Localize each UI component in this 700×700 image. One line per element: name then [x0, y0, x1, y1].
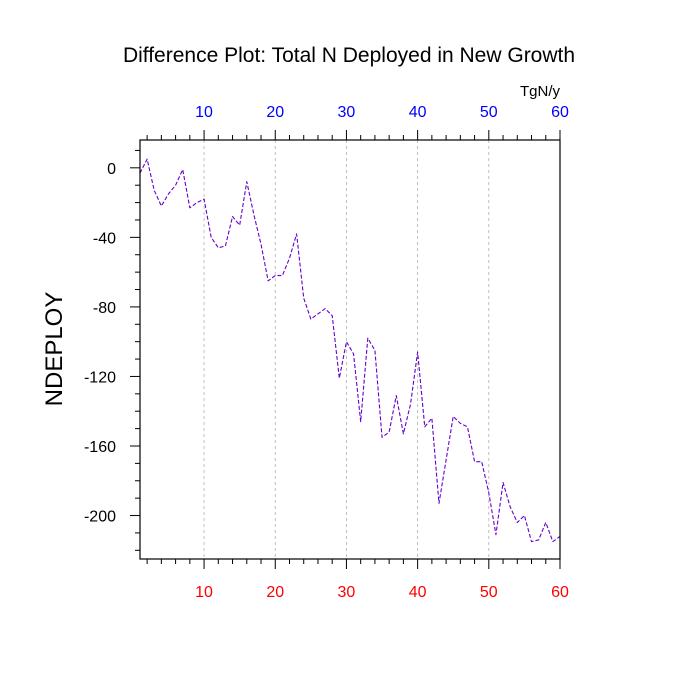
x-top-tick-label: 50: [480, 104, 498, 121]
x-top-tick-label: 40: [409, 104, 427, 121]
y-tick-label: -160: [84, 439, 116, 456]
x-grid-lines: [203, 140, 490, 559]
y-tick-label: -40: [93, 230, 116, 247]
chart-title: Difference Plot: Total N Deployed in New…: [123, 44, 575, 67]
y-tick-label: -80: [93, 300, 116, 317]
x-top-tick-label: 30: [338, 104, 356, 121]
x-tick-label: 20: [266, 584, 284, 601]
axis-ticks: [130, 130, 561, 569]
series-group: [139, 158, 561, 543]
plot-frame: [139, 139, 561, 560]
x-tick-label: 50: [480, 584, 498, 601]
x-top-tick-label: 10: [195, 104, 213, 121]
x-tick-label: 40: [409, 584, 427, 601]
y-axis-label: NDEPLOY: [41, 292, 68, 407]
y-tick-label: 0: [107, 161, 116, 178]
units-label: TgN/y: [520, 83, 561, 100]
y-tick-label: -120: [84, 369, 116, 386]
series-line: [139, 158, 561, 543]
y-tick-label: -200: [84, 509, 116, 526]
x-top-tick-label: 60: [551, 104, 569, 121]
x-tick-label: 60: [551, 584, 569, 601]
x-top-tick-label: 20: [266, 104, 284, 121]
tick-labels: 10 20 30 40 50 60 10 20 30 40 50 60 0 -40 -80 -120 -160 -…: [84, 104, 569, 601]
x-tick-label: 30: [338, 584, 356, 601]
x-tick-label: 10: [195, 584, 213, 601]
